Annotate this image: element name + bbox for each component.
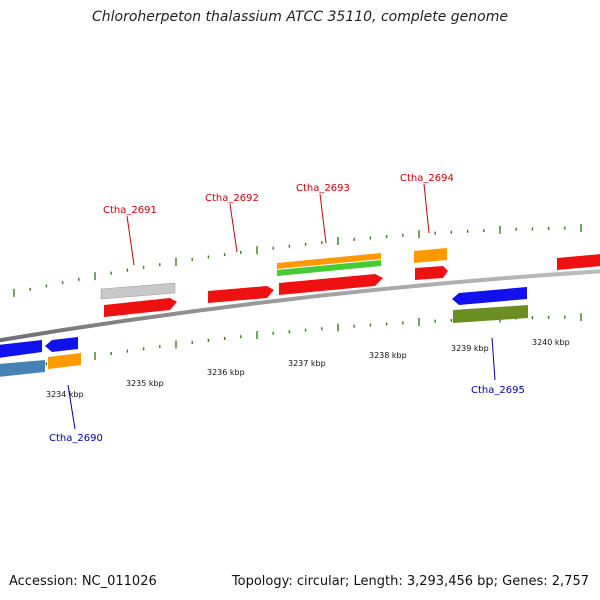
label-ctha-2695[interactable]: Ctha_2695 bbox=[471, 385, 525, 396]
reverse-features bbox=[0, 287, 528, 377]
gene-ctha-2693[interactable] bbox=[279, 274, 383, 295]
gene-ctha-2690-blue[interactable] bbox=[45, 337, 78, 352]
genome-summary-text: Topology: circular; Length: 3,293,456 bp… bbox=[231, 574, 589, 589]
leader-ctha-2691 bbox=[126, 215, 135, 266]
label-ctha-2693[interactable]: Ctha_2693 bbox=[296, 183, 350, 194]
gene-ctha-2693-orange[interactable] bbox=[277, 253, 381, 269]
tick-label: 3234 kbp bbox=[46, 390, 84, 399]
genome-backbone bbox=[0, 269, 600, 343]
gene-ctha-2694-orange[interactable] bbox=[414, 248, 447, 263]
tick-label: 3240 kbp bbox=[532, 338, 570, 347]
leader-ctha-2693 bbox=[319, 193, 327, 244]
leader-ctha-2695 bbox=[491, 337, 496, 381]
label-leaders bbox=[67, 183, 496, 430]
gene-ctha-2692[interactable] bbox=[208, 286, 274, 303]
label-ctha-2694[interactable]: Ctha_2694 bbox=[400, 173, 454, 184]
outer-tick-row bbox=[13, 224, 582, 297]
gene-ctha-2695-blue[interactable] bbox=[452, 287, 527, 305]
tick-labels: 3234 kbp 3235 kbp 3236 kbp 3237 kbp 3238… bbox=[46, 338, 570, 399]
map-title: Chloroherpeton thalassium ATCC 35110, co… bbox=[92, 9, 508, 25]
gene-ctha-2694[interactable] bbox=[415, 266, 448, 280]
gene-ctha-2695[interactable] bbox=[453, 305, 528, 323]
label-ctha-2691[interactable]: Ctha_2691 bbox=[103, 205, 157, 216]
accession-text: Accession: NC_011026 bbox=[9, 574, 157, 589]
gene-labels: Ctha_2690 Ctha_2691 Ctha_2692 Ctha_2693 … bbox=[49, 173, 525, 444]
gene-ctha-2690[interactable] bbox=[48, 353, 81, 369]
label-ctha-2690[interactable]: Ctha_2690 bbox=[49, 433, 103, 444]
leader-ctha-2692 bbox=[229, 203, 238, 253]
gene-ctha-2691[interactable] bbox=[104, 298, 177, 317]
label-ctha-2692[interactable]: Ctha_2692 bbox=[205, 193, 259, 204]
tick-label: 3235 kbp bbox=[126, 379, 164, 388]
gene-left-blue-1[interactable] bbox=[0, 340, 42, 358]
forward-features bbox=[100, 248, 600, 317]
gene-ctha-2691-gray[interactable] bbox=[100, 282, 176, 300]
tick-label: 3238 kbp bbox=[369, 351, 407, 360]
gene-left-steelblue[interactable] bbox=[0, 360, 45, 377]
gene-ctha-2693-green[interactable] bbox=[277, 260, 381, 276]
leader-ctha-2694 bbox=[423, 183, 430, 234]
tick-label: 3237 kbp bbox=[288, 359, 326, 368]
tick-label: 3239 kbp bbox=[451, 344, 489, 353]
tick-label: 3236 kbp bbox=[207, 368, 245, 377]
gene-forward-right[interactable] bbox=[557, 254, 600, 270]
leader-ctha-2690 bbox=[67, 384, 76, 430]
